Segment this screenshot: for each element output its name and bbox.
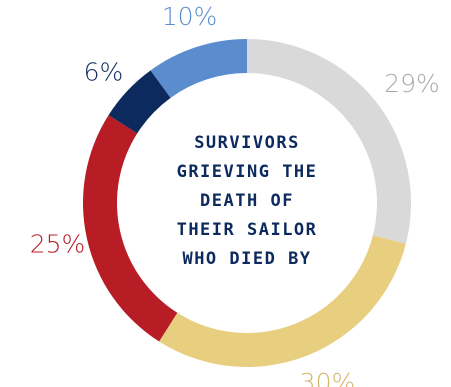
slice-label-6: 6% [84, 58, 124, 87]
slice-label-10: 10% [162, 2, 218, 31]
center-caption-line: THEIR SAILOR [177, 220, 318, 240]
center-caption-line: GRIEVING THE [177, 162, 318, 182]
donut-slice-25 [82, 115, 178, 342]
center-caption-line: DEATH OF [200, 191, 294, 211]
donut-slice-29 [247, 39, 411, 244]
slice-label-29: 29% [384, 69, 440, 98]
donut-slice-6 [108, 70, 171, 134]
donut-slice-10 [150, 39, 247, 98]
center-caption-line: SURVIVORS [194, 133, 300, 153]
slice-label-25: 25% [30, 230, 86, 259]
donut-slice-30 [159, 235, 406, 367]
slice-label-30: 30% [300, 368, 356, 387]
center-caption-line: WHO DIED BY [182, 249, 311, 269]
